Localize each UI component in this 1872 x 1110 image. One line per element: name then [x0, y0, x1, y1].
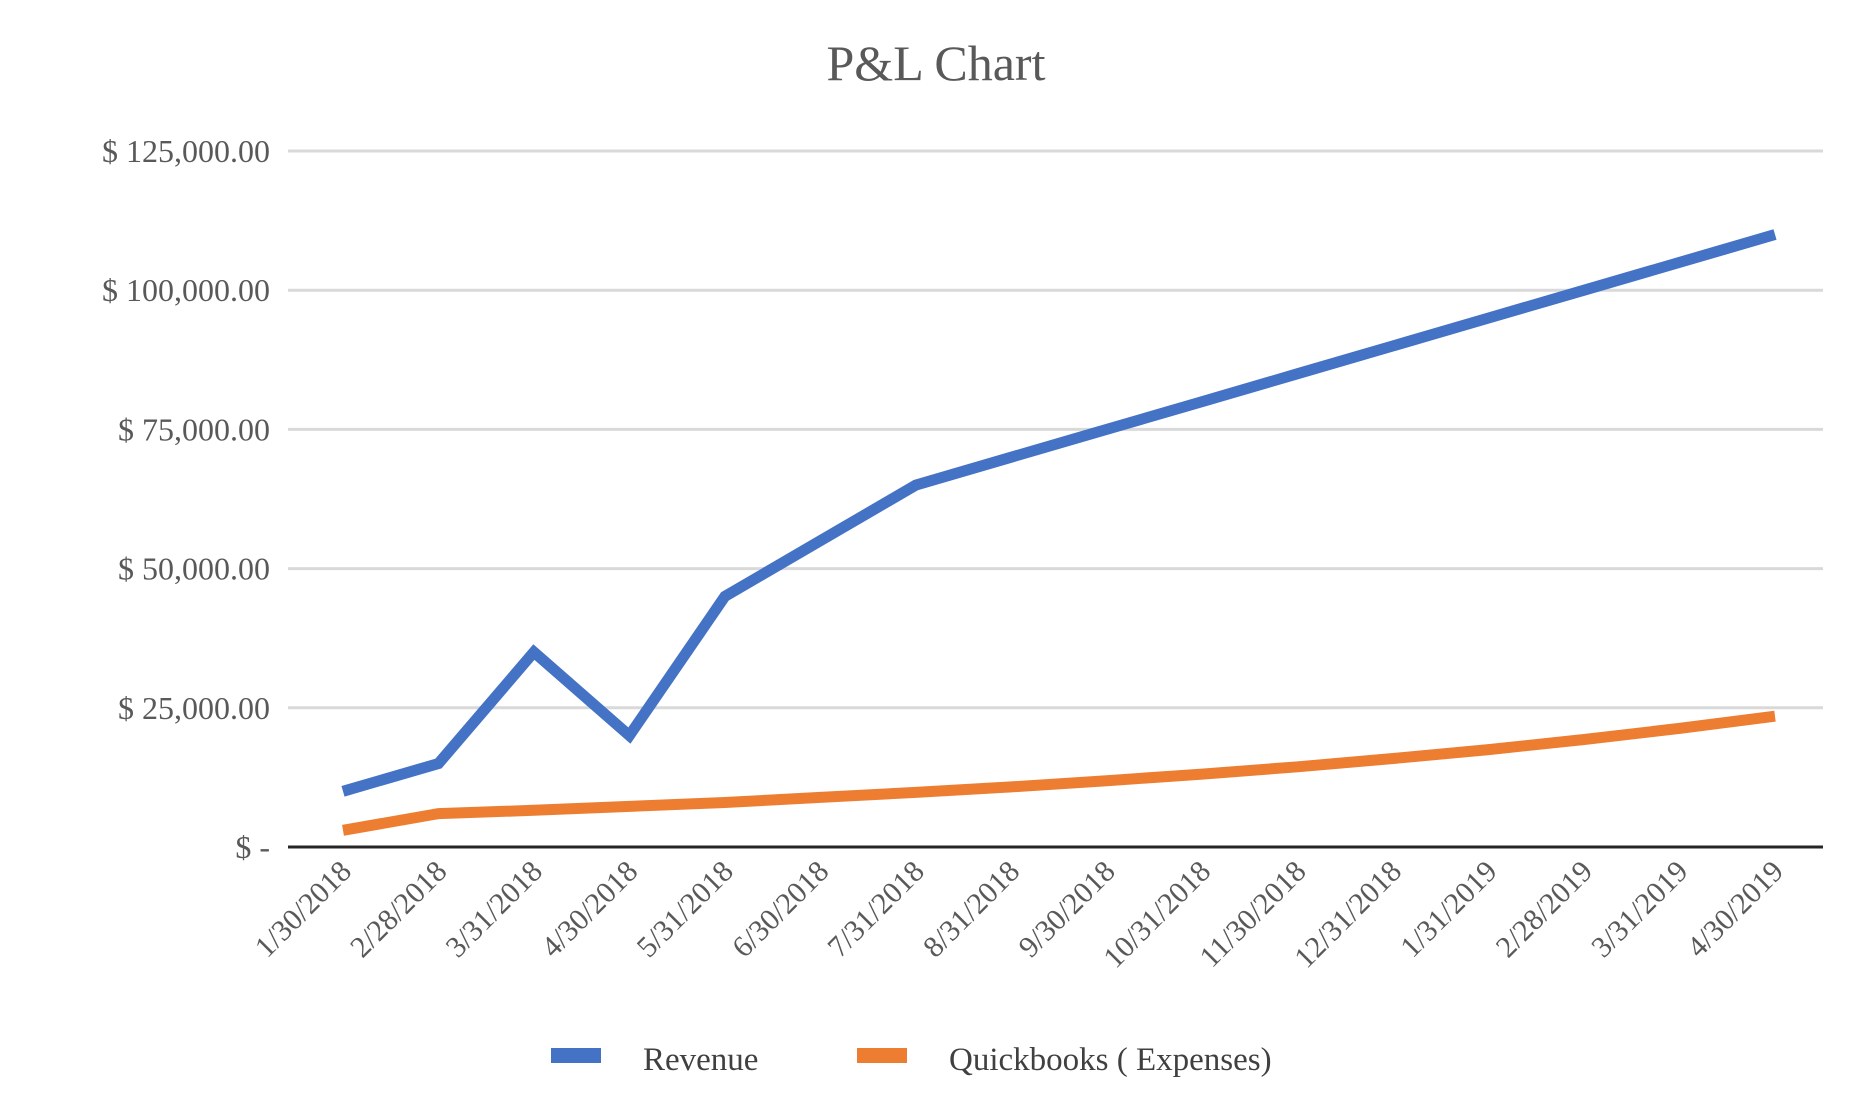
x-tick-label: 2/28/2018	[344, 855, 453, 964]
x-tick-label: 7/31/2018	[821, 855, 930, 964]
y-axis: $ - $ 25,000.00 $ 50,000.00 $ 75,000.00 $ 10…	[102, 133, 270, 865]
legend-label: Quickbooks ( Expenses)	[949, 1042, 1272, 1078]
legend-label: Revenue	[643, 1042, 758, 1078]
series-lines	[341, 229, 1777, 836]
legend-swatch	[551, 1048, 601, 1063]
x-tick-label: 3/31/2019	[1585, 855, 1694, 964]
legend: Revenue Quickbooks ( Expenses)	[551, 1042, 1272, 1078]
y-tick-label: $ 100,000.00	[102, 272, 270, 308]
x-tick-label: 1/30/2018	[249, 855, 358, 964]
x-tick-label: 5/31/2018	[630, 855, 739, 964]
y-tick-label: $ 75,000.00	[118, 411, 270, 447]
x-tick-label: 8/31/2018	[917, 855, 1026, 964]
chart-title: P&L Chart	[827, 35, 1046, 91]
y-tick-label: $ 125,000.00	[102, 133, 270, 169]
gridlines	[288, 149, 1823, 710]
x-tick-label: 4/30/2019	[1681, 855, 1790, 964]
x-tick-label: 6/30/2018	[726, 855, 835, 964]
x-axis: 1/30/20182/28/20183/31/20184/30/20185/31…	[249, 845, 1823, 975]
y-tick-label: $ -	[235, 829, 270, 865]
x-tick-label: 1/31/2019	[1394, 855, 1503, 964]
series-line-revenue	[341, 229, 1777, 797]
x-tick-label: 3/31/2018	[440, 855, 549, 964]
y-tick-label: $ 25,000.00	[118, 690, 270, 726]
series-line-expenses	[342, 710, 1776, 836]
y-tick-label: $ 50,000.00	[118, 551, 270, 587]
x-tick-label: 2/28/2019	[1490, 855, 1599, 964]
legend-swatch	[857, 1048, 907, 1063]
x-tick-label: 4/30/2018	[535, 855, 644, 964]
